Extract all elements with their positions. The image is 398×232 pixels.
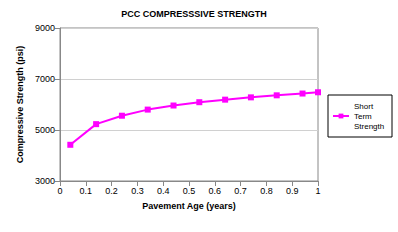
svg-text:Compressive Strength (psi): Compressive Strength (psi): [15, 46, 25, 164]
svg-text:PCC COMPRESSSIVE STRENGTH: PCC COMPRESSSIVE STRENGTH: [121, 9, 267, 19]
svg-text:0.4: 0.4: [157, 186, 170, 196]
svg-text:7000: 7000: [35, 74, 55, 84]
svg-text:9000: 9000: [35, 23, 55, 33]
svg-text:0.2: 0.2: [105, 186, 118, 196]
svg-text:0.3: 0.3: [131, 186, 144, 196]
svg-text:0.6: 0.6: [209, 186, 222, 196]
svg-text:Pavement Age (years): Pavement Age (years): [142, 201, 236, 211]
svg-text:0.1: 0.1: [80, 186, 93, 196]
svg-text:0: 0: [57, 186, 62, 196]
svg-text:Term: Term: [354, 112, 374, 121]
svg-text:5000: 5000: [35, 125, 55, 135]
svg-text:1: 1: [315, 186, 320, 196]
svg-text:0.7: 0.7: [234, 186, 247, 196]
svg-text:0.5: 0.5: [183, 186, 196, 196]
svg-text:0.9: 0.9: [286, 186, 299, 196]
svg-text:0.8: 0.8: [260, 186, 273, 196]
svg-text:3000: 3000: [35, 176, 55, 186]
svg-text:Strength: Strength: [354, 122, 384, 131]
svg-text:Short: Short: [354, 102, 375, 111]
